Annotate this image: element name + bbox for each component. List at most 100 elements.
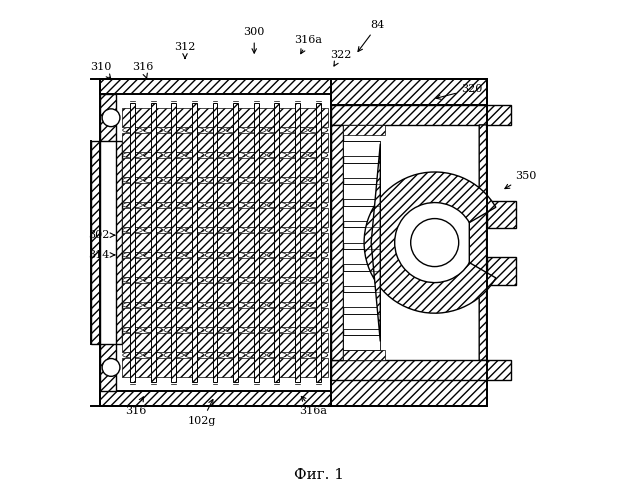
Ellipse shape bbox=[164, 352, 183, 358]
Ellipse shape bbox=[225, 202, 245, 208]
Polygon shape bbox=[100, 94, 116, 141]
Text: 320: 320 bbox=[436, 84, 482, 100]
Bar bbox=[343, 184, 380, 200]
Ellipse shape bbox=[143, 227, 163, 233]
Ellipse shape bbox=[164, 152, 183, 158]
Bar bbox=[343, 206, 380, 221]
Ellipse shape bbox=[267, 127, 287, 133]
Ellipse shape bbox=[205, 252, 225, 258]
Ellipse shape bbox=[267, 352, 287, 358]
Ellipse shape bbox=[123, 227, 142, 233]
Ellipse shape bbox=[267, 252, 287, 258]
Ellipse shape bbox=[205, 327, 225, 333]
Bar bbox=[213, 104, 217, 382]
Bar bbox=[343, 249, 380, 264]
Polygon shape bbox=[331, 80, 487, 105]
Ellipse shape bbox=[288, 227, 307, 233]
Ellipse shape bbox=[225, 152, 245, 158]
Polygon shape bbox=[116, 141, 122, 344]
Ellipse shape bbox=[205, 277, 225, 283]
Text: 350: 350 bbox=[505, 171, 537, 188]
Ellipse shape bbox=[267, 202, 287, 208]
Bar bbox=[151, 104, 155, 382]
Bar bbox=[254, 104, 259, 382]
Ellipse shape bbox=[205, 352, 225, 358]
Polygon shape bbox=[122, 108, 329, 127]
Text: 316a: 316a bbox=[294, 35, 322, 54]
Ellipse shape bbox=[247, 227, 266, 233]
Ellipse shape bbox=[205, 127, 225, 133]
Ellipse shape bbox=[143, 177, 163, 183]
Polygon shape bbox=[100, 344, 116, 391]
Ellipse shape bbox=[247, 302, 266, 308]
Polygon shape bbox=[122, 134, 329, 152]
Ellipse shape bbox=[308, 277, 328, 283]
Polygon shape bbox=[331, 105, 512, 125]
Ellipse shape bbox=[247, 352, 266, 358]
Polygon shape bbox=[91, 141, 100, 344]
Ellipse shape bbox=[225, 352, 245, 358]
Ellipse shape bbox=[247, 327, 266, 333]
Ellipse shape bbox=[288, 302, 307, 308]
Ellipse shape bbox=[205, 202, 225, 208]
Ellipse shape bbox=[288, 352, 307, 358]
Ellipse shape bbox=[164, 202, 183, 208]
Circle shape bbox=[102, 358, 120, 376]
Ellipse shape bbox=[164, 327, 183, 333]
Ellipse shape bbox=[185, 152, 204, 158]
Ellipse shape bbox=[308, 202, 328, 208]
Text: 102g: 102g bbox=[188, 400, 217, 425]
Ellipse shape bbox=[288, 202, 307, 208]
Ellipse shape bbox=[225, 277, 245, 283]
Polygon shape bbox=[122, 334, 329, 352]
Circle shape bbox=[411, 218, 459, 266]
Ellipse shape bbox=[143, 327, 163, 333]
Polygon shape bbox=[371, 144, 380, 342]
Bar bbox=[343, 228, 380, 242]
Wedge shape bbox=[364, 172, 496, 313]
Ellipse shape bbox=[247, 177, 266, 183]
Ellipse shape bbox=[185, 177, 204, 183]
Ellipse shape bbox=[123, 252, 142, 258]
Bar bbox=[343, 314, 380, 329]
Bar bbox=[130, 104, 135, 382]
Bar bbox=[171, 104, 176, 382]
Polygon shape bbox=[122, 208, 329, 227]
Ellipse shape bbox=[185, 127, 204, 133]
Ellipse shape bbox=[143, 352, 163, 358]
Ellipse shape bbox=[308, 352, 328, 358]
Polygon shape bbox=[122, 284, 329, 302]
Ellipse shape bbox=[205, 227, 225, 233]
Text: 322: 322 bbox=[330, 50, 352, 66]
Ellipse shape bbox=[288, 277, 307, 283]
Ellipse shape bbox=[288, 177, 307, 183]
Ellipse shape bbox=[164, 252, 183, 258]
Ellipse shape bbox=[308, 177, 328, 183]
Ellipse shape bbox=[185, 202, 204, 208]
Ellipse shape bbox=[288, 127, 307, 133]
Ellipse shape bbox=[123, 302, 142, 308]
Ellipse shape bbox=[143, 202, 163, 208]
Ellipse shape bbox=[267, 327, 287, 333]
Ellipse shape bbox=[225, 327, 245, 333]
Ellipse shape bbox=[308, 252, 328, 258]
Text: 316: 316 bbox=[132, 62, 154, 78]
Text: 310: 310 bbox=[90, 62, 111, 79]
Ellipse shape bbox=[143, 252, 163, 258]
Ellipse shape bbox=[308, 302, 328, 308]
Ellipse shape bbox=[247, 252, 266, 258]
Polygon shape bbox=[487, 258, 516, 284]
Ellipse shape bbox=[205, 152, 225, 158]
Bar bbox=[275, 104, 279, 382]
Text: 300: 300 bbox=[243, 28, 265, 53]
Polygon shape bbox=[487, 200, 516, 228]
Ellipse shape bbox=[164, 177, 183, 183]
Ellipse shape bbox=[308, 227, 328, 233]
Circle shape bbox=[102, 109, 120, 126]
Ellipse shape bbox=[185, 227, 204, 233]
Bar bbox=[233, 104, 238, 382]
Ellipse shape bbox=[123, 127, 142, 133]
Ellipse shape bbox=[123, 352, 142, 358]
Ellipse shape bbox=[288, 327, 307, 333]
Text: 84: 84 bbox=[358, 20, 385, 52]
